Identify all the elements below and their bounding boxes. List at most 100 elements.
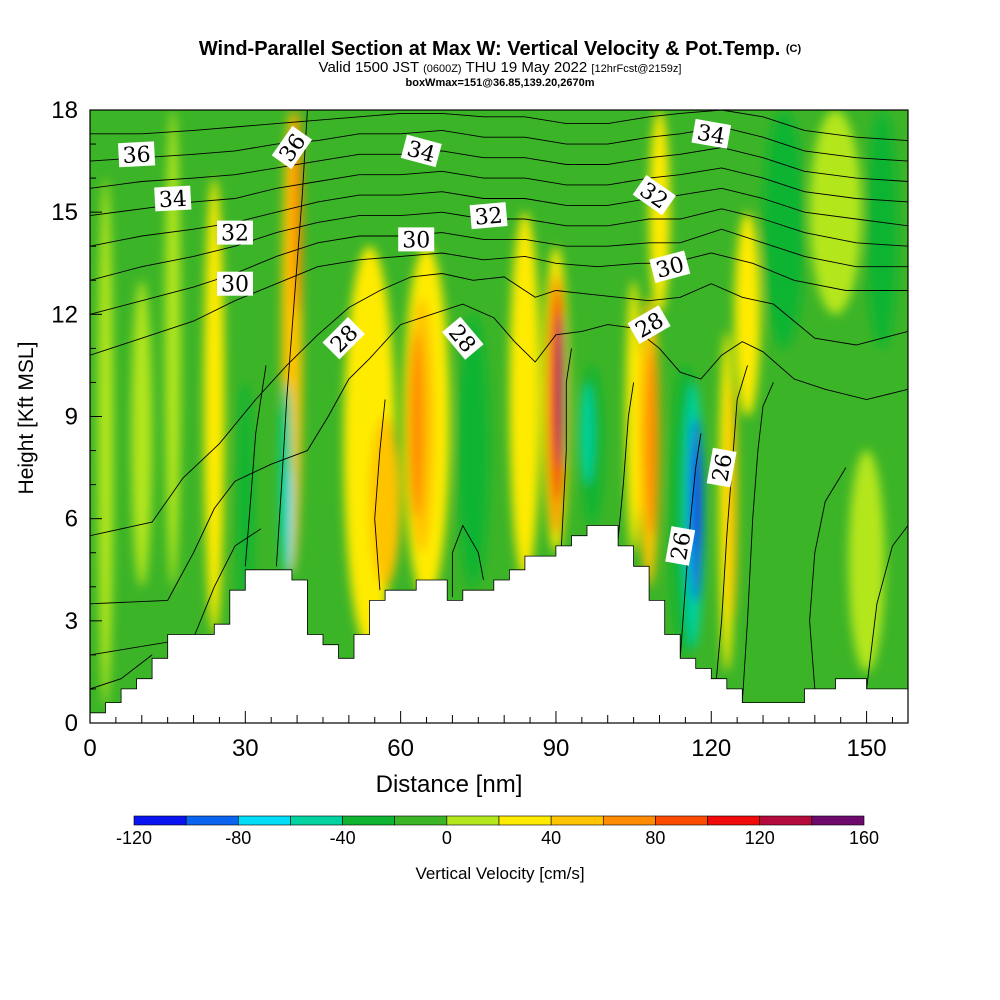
velocity-cell-32 xyxy=(763,110,805,349)
contour-label-10: 30 xyxy=(649,250,691,284)
colorbar-swatch-0 xyxy=(133,815,187,826)
theta-contour-22 xyxy=(90,654,153,690)
contour-label-2: 34 xyxy=(154,185,192,213)
x-tick-label: 30 xyxy=(232,735,259,762)
colorbar-swatch-12 xyxy=(759,815,813,826)
chart-title: Wind-Parallel Section at Max W: Vertical… xyxy=(0,38,1000,60)
theta-contour-10 xyxy=(90,110,908,142)
colorbar-swatch-5 xyxy=(394,815,448,826)
velocity-cell-37 xyxy=(848,450,885,672)
svg-text:26: 26 xyxy=(708,452,737,484)
theta-contour-11 xyxy=(275,110,308,567)
colorbar-tick-label: -120 xyxy=(116,828,152,848)
theta-contour-0 xyxy=(90,528,262,656)
x-axis-label: Distance [nm] xyxy=(376,771,523,798)
velocity-cell-35 xyxy=(97,178,114,706)
velocity-cell-0 xyxy=(165,110,181,587)
theta-contour-4 xyxy=(90,228,908,315)
velocity-cell-20 xyxy=(580,382,594,485)
velocity-cell-18 xyxy=(558,348,565,434)
theta-contour-19 xyxy=(741,382,774,703)
velocity-cell-36 xyxy=(131,280,153,587)
valid-time: Valid 1500 JST xyxy=(318,59,419,76)
terrain-mask xyxy=(90,525,908,723)
velocity-cell-30 xyxy=(726,382,738,621)
contour-label-15: 26 xyxy=(665,526,696,566)
y-tick-label: 15 xyxy=(51,199,78,226)
colorbar-swatch-11 xyxy=(707,815,761,826)
valid-time-line: Valid 1500 JST (0600Z) THU 19 May 2022 [… xyxy=(0,60,1000,77)
svg-text:32: 32 xyxy=(221,222,249,247)
theta-contour-2 xyxy=(90,273,908,537)
contour-label-9: 30 xyxy=(398,227,435,253)
velocity-cell-8 xyxy=(369,416,401,587)
velocity-cell-11 xyxy=(408,331,424,519)
x-tick-label: 60 xyxy=(387,735,414,762)
valid-date: THU 19 May 2022 xyxy=(465,59,588,76)
svg-text:34: 34 xyxy=(695,121,727,150)
svg-text:34: 34 xyxy=(158,187,187,213)
velocity-cell-13 xyxy=(509,212,541,580)
velocity-cell-31 xyxy=(734,212,761,417)
theta-contour-13 xyxy=(374,399,386,591)
theta-contour-1 xyxy=(90,303,908,605)
theta-contour-3 xyxy=(90,252,908,356)
svg-text:26: 26 xyxy=(667,530,696,562)
y-tick-label: 9 xyxy=(65,404,78,431)
theta-contour-18 xyxy=(715,365,748,679)
contour-label-8: 30 xyxy=(217,271,253,298)
velocity-cell-21 xyxy=(625,280,642,553)
colorbar-swatch-7 xyxy=(498,815,552,826)
svg-text:30: 30 xyxy=(402,228,430,253)
colorbar-tick-label: 80 xyxy=(645,828,665,848)
colorbar-title: Vertical Velocity [cm/s] xyxy=(415,864,585,883)
title-block: Wind-Parallel Section at Max W: Vertical… xyxy=(0,38,1000,89)
colorbar: -120 -80 -40 0 40 80 120 160 xyxy=(116,815,879,848)
x-tick-label: 90 xyxy=(543,735,570,762)
contour-label-5: 32 xyxy=(217,220,253,247)
colorbar-tick-label: 160 xyxy=(849,828,879,848)
copyright-tag: (C) xyxy=(785,43,802,55)
colorbar-swatch-8 xyxy=(550,815,604,826)
theta-contour-17 xyxy=(679,433,702,659)
theta-contour-8 xyxy=(90,147,908,189)
colorbar-swatch-9 xyxy=(602,815,656,826)
contour-label-6: 32 xyxy=(469,202,508,231)
forecast-tag: [12hrFcst@2159z] xyxy=(591,63,682,75)
svg-text:32: 32 xyxy=(474,203,504,230)
theta-contour-12 xyxy=(244,365,267,567)
velocity-cell-34 xyxy=(866,110,898,349)
valid-utc: (0600Z) xyxy=(423,63,462,75)
theta-contour-20 xyxy=(809,467,847,689)
box-info: boxWmax=151@36.85,139.20,2670m xyxy=(405,77,595,89)
x-tick-label: 150 xyxy=(847,735,887,762)
colorbar-tick-label: 40 xyxy=(541,828,561,848)
chart-title-text: Wind-Parallel Section at Max W: Vertical… xyxy=(198,38,781,60)
colorbar-swatch-10 xyxy=(655,815,708,826)
x-tick-label: 120 xyxy=(691,735,731,762)
contour-label-0: 36 xyxy=(117,141,156,169)
theta-contour-7 xyxy=(90,167,908,217)
y-tick-label: 3 xyxy=(65,608,78,635)
colorbar-tick-label: 0 xyxy=(442,828,452,848)
colorbar-swatch-13 xyxy=(811,815,865,826)
y-tick-label: 6 xyxy=(65,506,78,533)
colorbar-tick-label: -40 xyxy=(330,828,356,848)
colorbar-swatch-2 xyxy=(237,815,291,826)
contour-label-14: 26 xyxy=(706,447,738,488)
velocity-cell-5 xyxy=(286,467,293,574)
theta-contour-16 xyxy=(617,382,635,540)
theta-contour-15 xyxy=(560,348,572,553)
y-tick-label: 0 xyxy=(65,710,78,737)
velocity-cell-23 xyxy=(645,348,659,536)
contour-label-4: 34 xyxy=(691,118,732,150)
y-tick-label: 18 xyxy=(51,97,78,124)
colorbar-swatch-6 xyxy=(446,815,500,826)
theta-contour-14 xyxy=(451,524,484,597)
velocity-cell-33 xyxy=(809,110,862,315)
y-tick-label: 12 xyxy=(51,301,78,328)
